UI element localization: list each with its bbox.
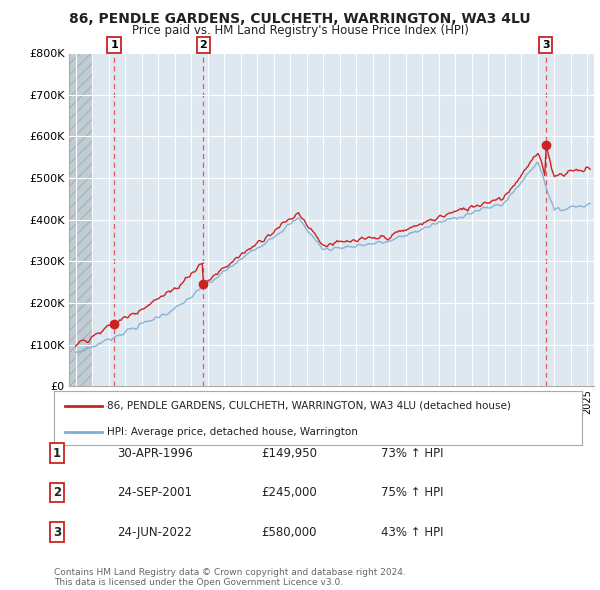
Text: 30-APR-1996: 30-APR-1996: [117, 447, 193, 460]
Text: 1: 1: [53, 447, 61, 460]
Text: 2: 2: [199, 40, 207, 50]
Text: Price paid vs. HM Land Registry's House Price Index (HPI): Price paid vs. HM Land Registry's House …: [131, 24, 469, 37]
Text: £245,000: £245,000: [261, 486, 317, 499]
Bar: [69, 53, 92, 386]
Text: 86, PENDLE GARDENS, CULCHETH, WARRINGTON, WA3 4LU (detached house): 86, PENDLE GARDENS, CULCHETH, WARRINGTON…: [107, 401, 511, 411]
Text: 43% ↑ HPI: 43% ↑ HPI: [381, 526, 443, 539]
Text: £149,950: £149,950: [261, 447, 317, 460]
Text: 2: 2: [53, 486, 61, 499]
Text: 73% ↑ HPI: 73% ↑ HPI: [381, 447, 443, 460]
Text: 86, PENDLE GARDENS, CULCHETH, WARRINGTON, WA3 4LU: 86, PENDLE GARDENS, CULCHETH, WARRINGTON…: [69, 12, 531, 26]
Text: 24-JUN-2022: 24-JUN-2022: [117, 526, 192, 539]
Text: 3: 3: [53, 526, 61, 539]
Text: Contains HM Land Registry data © Crown copyright and database right 2024.
This d: Contains HM Land Registry data © Crown c…: [54, 568, 406, 587]
Bar: [69, 53, 92, 386]
Text: £580,000: £580,000: [261, 526, 317, 539]
Text: 24-SEP-2001: 24-SEP-2001: [117, 486, 192, 499]
Text: HPI: Average price, detached house, Warrington: HPI: Average price, detached house, Warr…: [107, 427, 358, 437]
Text: 3: 3: [542, 40, 550, 50]
Text: 75% ↑ HPI: 75% ↑ HPI: [381, 486, 443, 499]
Text: 1: 1: [110, 40, 118, 50]
